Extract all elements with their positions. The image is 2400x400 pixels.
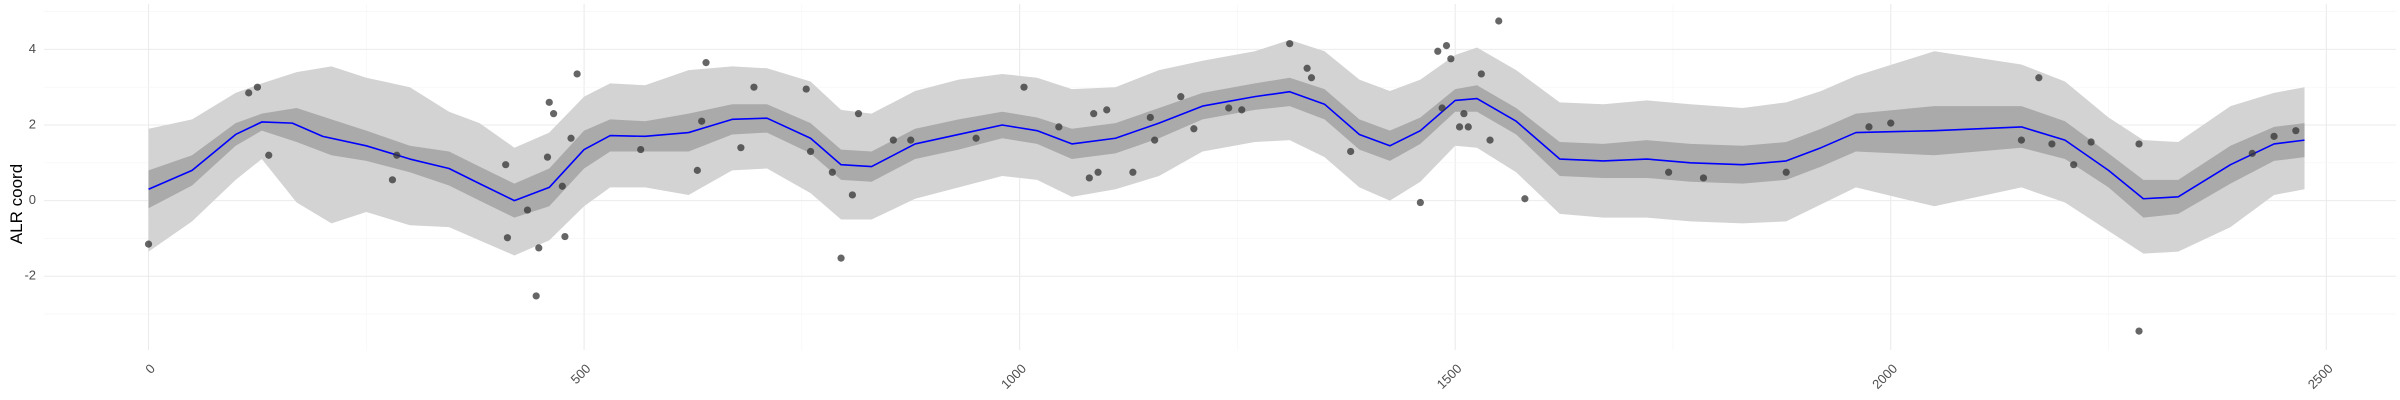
data-point xyxy=(2135,140,2143,148)
data-point xyxy=(1442,41,1451,50)
data-point xyxy=(907,136,915,144)
data-point xyxy=(545,98,553,106)
y-axis-ticks: -2 0 2 4 xyxy=(24,41,36,283)
y-tick-label: -2 xyxy=(24,268,36,283)
data-point xyxy=(1455,123,1464,131)
x-tick-label: 0 xyxy=(142,361,158,377)
data-point xyxy=(828,168,836,176)
data-point xyxy=(848,191,856,199)
data-point xyxy=(1782,168,1790,176)
data-point xyxy=(2017,136,2026,144)
data-point xyxy=(702,59,710,67)
scatter-points xyxy=(144,17,2300,335)
data-point xyxy=(802,85,810,93)
y-axis-label: ALR coord xyxy=(7,164,26,244)
data-point xyxy=(1495,17,1503,25)
data-point xyxy=(558,182,566,190)
data-point xyxy=(1347,147,1355,156)
data-point xyxy=(1464,123,1472,131)
data-point xyxy=(750,83,758,91)
outer-confidence-band xyxy=(148,39,2305,256)
data-point xyxy=(543,153,552,161)
data-point xyxy=(1055,123,1063,131)
data-point xyxy=(1303,64,1311,72)
x-tick-label: 2000 xyxy=(1869,361,1900,392)
data-point xyxy=(1238,106,1246,114)
data-point xyxy=(567,134,575,142)
data-point xyxy=(1225,104,1233,112)
data-point xyxy=(1447,55,1455,63)
x-axis-ticks: 0 500 1000 1500 2000 2500 xyxy=(142,361,2336,392)
data-point xyxy=(854,110,863,118)
data-point xyxy=(532,292,540,300)
data-point xyxy=(1103,106,1111,114)
data-point xyxy=(806,147,815,156)
data-point xyxy=(1085,174,1093,182)
data-point xyxy=(1190,125,1198,133)
data-point xyxy=(573,70,581,78)
x-tick-label: 1500 xyxy=(1434,361,1465,392)
data-point xyxy=(1307,74,1316,82)
data-point xyxy=(1460,110,1468,118)
y-tick-label: 4 xyxy=(29,41,36,56)
data-point xyxy=(1094,168,1102,176)
data-point xyxy=(265,151,273,159)
data-point xyxy=(1177,93,1185,101)
data-point xyxy=(1286,40,1294,48)
data-point xyxy=(2035,74,2043,82)
data-point xyxy=(1887,119,1895,127)
data-point xyxy=(1020,83,1028,91)
data-point xyxy=(2292,127,2300,135)
data-point xyxy=(637,145,645,154)
data-point xyxy=(2070,161,2078,169)
data-point xyxy=(1865,123,1873,131)
data-point xyxy=(1090,110,1098,118)
data-point xyxy=(561,232,569,241)
data-point xyxy=(693,166,701,174)
data-point xyxy=(245,89,253,97)
data-point xyxy=(503,234,512,242)
data-point xyxy=(502,161,510,169)
data-point xyxy=(1129,168,1137,176)
data-point xyxy=(1665,168,1673,176)
x-tick-label: 500 xyxy=(568,361,594,387)
data-point xyxy=(1438,104,1446,112)
y-tick-label: 2 xyxy=(29,116,36,131)
data-point xyxy=(737,144,745,152)
data-point xyxy=(550,110,558,118)
data-point xyxy=(1699,174,1708,182)
data-point xyxy=(253,83,262,91)
mean-line xyxy=(148,90,2305,202)
y-tick-label: 0 xyxy=(29,192,36,207)
data-point xyxy=(972,134,980,142)
data-point xyxy=(2048,140,2056,148)
ribbon-bands xyxy=(148,39,2305,256)
data-point xyxy=(1434,47,1442,55)
data-point xyxy=(698,117,706,125)
data-point xyxy=(535,244,543,252)
data-point xyxy=(393,151,401,159)
data-point xyxy=(1486,136,1494,144)
data-point xyxy=(889,136,897,144)
data-point xyxy=(2248,149,2256,157)
data-point xyxy=(2270,132,2278,140)
mean-lines xyxy=(148,90,2305,202)
data-point xyxy=(1151,136,1159,144)
data-point xyxy=(1477,70,1485,78)
x-tick-label: 1000 xyxy=(998,361,1029,392)
data-point xyxy=(523,206,532,214)
data-point xyxy=(1146,113,1154,122)
data-point xyxy=(2135,327,2143,335)
data-point xyxy=(388,176,397,184)
data-point xyxy=(1416,198,1424,207)
x-tick-label: 2500 xyxy=(2305,361,2336,392)
data-point xyxy=(1521,195,1529,203)
data-point xyxy=(144,240,153,248)
data-point xyxy=(2087,138,2095,146)
data-point xyxy=(837,254,845,262)
